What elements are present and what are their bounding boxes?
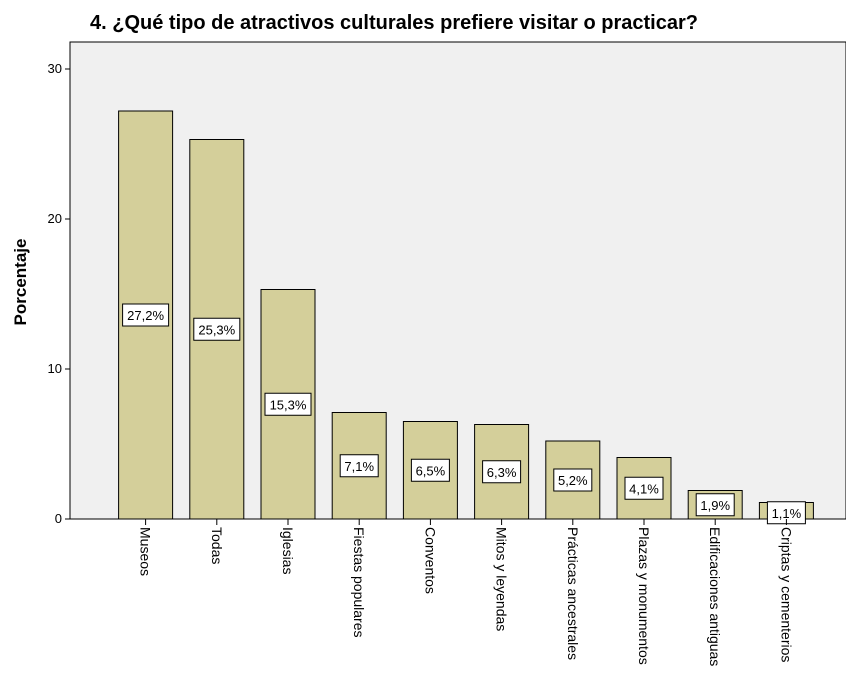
y-tick-label: 30 — [48, 61, 62, 76]
bars-group: 27,2% 25,3% 15,3% 7,1% 6,5% 6,3% 5,2% 4,1% 1,9% 1… — [118, 110, 814, 525]
data-label-box — [553, 468, 593, 492]
data-label-box — [264, 392, 312, 416]
x-category-label: Criptas y cementerios — [778, 527, 794, 662]
data-label: 6,5% — [416, 463, 446, 478]
data-label-box — [695, 493, 735, 517]
data-label-box — [339, 454, 379, 478]
x-category-label: Prácticas ancestrales — [565, 527, 581, 660]
y-tick-label: 20 — [48, 211, 62, 226]
data-label-box — [410, 458, 450, 482]
data-label: 1,1% — [772, 506, 802, 521]
y-axis-label: Porcentaje — [11, 239, 30, 326]
x-category-label: Edificaciones antiguas — [707, 527, 723, 666]
y-axis: 0 10 20 30 — [48, 61, 70, 526]
x-category-label: Museos — [138, 527, 154, 576]
data-label: 7,1% — [344, 459, 374, 474]
x-category-label: Todas — [209, 527, 225, 564]
data-label: 15,3% — [270, 397, 307, 412]
y-tick-label: 10 — [48, 361, 62, 376]
data-label-box — [624, 476, 664, 500]
data-label: 4,1% — [629, 481, 659, 496]
x-axis-categories: Museos Todas Iglesias Fiestas populares Conv… — [138, 519, 794, 666]
x-category-label: Mitos y leyendas — [494, 527, 510, 631]
x-category-label: Fiestas populares — [351, 527, 367, 638]
data-label: 5,2% — [558, 473, 588, 488]
plot-area — [69, 41, 846, 520]
data-label: 1,9% — [700, 498, 730, 513]
data-label: 25,3% — [198, 322, 235, 337]
data-label: 6,3% — [487, 465, 517, 480]
x-category-label: Conventos — [422, 527, 438, 594]
x-category-label: Iglesias — [280, 527, 296, 574]
data-label: 27,2% — [127, 308, 164, 323]
data-label-box — [193, 317, 241, 341]
y-tick-label: 0 — [55, 511, 62, 526]
data-label-box — [482, 460, 522, 484]
chart-title: 4. ¿Qué tipo de atractivos culturales pr… — [90, 12, 698, 34]
data-label-box — [122, 303, 170, 327]
x-category-label: Plazas y monumentos — [636, 527, 652, 665]
